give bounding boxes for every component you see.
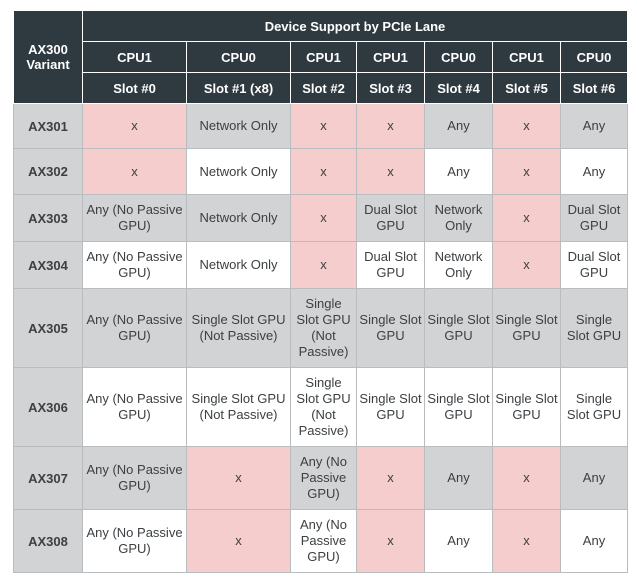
support-cell: Single Slot GPU (Not Passive): [290, 367, 357, 447]
cpu-header: CPU1: [492, 41, 561, 73]
table-row: AX303 Any (No Passive GPU) Network Only x Du…: [13, 194, 628, 242]
slot-header: Slot #5: [492, 72, 561, 104]
support-cell: Dual Slot GPU: [560, 194, 628, 242]
cpu-header: CPU1: [290, 41, 357, 73]
cpu-header-row: CPU1 CPU0 CPU1 CPU1 CPU0 CPU1 CPU0: [14, 41, 628, 73]
support-cell: Network Only: [186, 103, 291, 149]
cpu-header: CPU0: [424, 41, 493, 73]
support-cell: Single Slot GPU: [424, 367, 493, 447]
variant-label: AX304: [13, 241, 83, 289]
slot-header: Slot #3: [356, 72, 425, 104]
support-cell: x: [492, 148, 561, 195]
support-cell: x: [186, 446, 291, 510]
cpu-header: CPU0: [186, 41, 291, 73]
support-cell: Single Slot GPU (Not Passive): [186, 288, 291, 368]
variant-label: AX308: [13, 509, 83, 573]
table-row: AX307 Any (No Passive GPU) x Any (No Passiv…: [13, 446, 628, 510]
support-cell: Single Slot GPU: [492, 367, 561, 447]
support-cell: Any: [560, 446, 628, 510]
slot-header: Slot #6: [560, 72, 628, 104]
support-cell: Any (No Passive GPU): [82, 509, 187, 573]
cpu-header: CPU1: [356, 41, 425, 73]
support-cell: Any (No Passive GPU): [82, 446, 187, 510]
support-cell: Single Slot GPU: [356, 288, 425, 368]
support-cell: Single Slot GPU: [356, 367, 425, 447]
support-cell: x: [82, 103, 187, 149]
table-row: AX304 Any (No Passive GPU) Network Only x Du…: [13, 241, 628, 289]
slot-header: Slot #1 (x8): [186, 72, 291, 104]
support-cell: x: [290, 103, 357, 149]
support-cell: Any: [424, 509, 493, 573]
support-cell: x: [356, 446, 425, 510]
support-cell: Single Slot GPU: [560, 367, 628, 447]
support-cell: Network Only: [424, 194, 493, 242]
cpu-header: CPU0: [560, 41, 628, 73]
support-cell: Network Only: [424, 241, 493, 289]
table-row: AX305 Any (No Passive GPU) Single Slot GPU…: [13, 288, 628, 368]
support-cell: Single Slot GPU (Not Passive): [290, 288, 357, 368]
support-cell: Any: [424, 148, 493, 195]
support-cell: Any: [424, 446, 493, 510]
support-cell: x: [492, 509, 561, 573]
table-row: AX308 Any (No Passive GPU) x Any (No Passiv…: [13, 509, 628, 573]
table-row: AX302 x Network Only x x Any x Any: [13, 148, 628, 195]
support-cell: Network Only: [186, 148, 291, 195]
support-cell: Dual Slot GPU: [356, 194, 425, 242]
slot-header: Slot #0: [82, 72, 187, 104]
support-cell: x: [290, 241, 357, 289]
table-body: AX301 x Network Only x x Any x Any AX302 x Network…: [13, 103, 628, 573]
support-cell: Any (No Passive GPU): [82, 241, 187, 289]
support-cell: Any (No Passive GPU): [290, 446, 357, 510]
support-cell: x: [356, 509, 425, 573]
table-header: AX300 Variant Device Support by PCIe Lan…: [13, 10, 628, 104]
support-cell: Any (No Passive GPU): [82, 288, 187, 368]
support-cell: x: [290, 194, 357, 242]
support-cell: x: [82, 148, 187, 195]
support-cell: Single Slot GPU: [492, 288, 561, 368]
support-cell: Single Slot GPU: [560, 288, 628, 368]
corner-label: AX300 Variant: [13, 10, 83, 104]
table-row: AX306 Any (No Passive GPU) Single Slot GPU…: [13, 367, 628, 447]
support-cell: Single Slot GPU: [424, 288, 493, 368]
slot-header: Slot #4: [424, 72, 493, 104]
variant-label: AX301: [13, 103, 83, 149]
support-cell: x: [356, 103, 425, 149]
support-cell: x: [492, 446, 561, 510]
table-title: Device Support by PCIe Lane: [82, 10, 628, 42]
cpu-header: CPU1: [82, 41, 187, 73]
device-support-table: AX300 Variant Device Support by PCIe Lan…: [13, 10, 628, 573]
slot-header: Slot #2: [290, 72, 357, 104]
support-cell: Any: [560, 103, 628, 149]
support-cell: x: [492, 194, 561, 242]
variant-label: AX307: [13, 446, 83, 510]
support-cell: Network Only: [186, 241, 291, 289]
support-cell: Any (No Passive GPU): [82, 367, 187, 447]
support-cell: x: [356, 148, 425, 195]
support-cell: Dual Slot GPU: [356, 241, 425, 289]
support-cell: x: [492, 241, 561, 289]
support-cell: Any: [560, 509, 628, 573]
support-cell: Any (No Passive GPU): [82, 194, 187, 242]
support-cell: Network Only: [186, 194, 291, 242]
slot-header-row: Slot #0 Slot #1 (x8) Slot #2 Slot #3 Slot #4…: [14, 72, 628, 104]
variant-label: AX305: [13, 288, 83, 368]
support-cell: x: [186, 509, 291, 573]
support-cell: x: [492, 103, 561, 149]
support-cell: Single Slot GPU (Not Passive): [186, 367, 291, 447]
support-cell: Any: [560, 148, 628, 195]
variant-label: AX306: [13, 367, 83, 447]
support-cell: Any (No Passive GPU): [290, 509, 357, 573]
support-cell: Any: [424, 103, 493, 149]
variant-label: AX302: [13, 148, 83, 195]
table-row: AX301 x Network Only x x Any x Any: [13, 103, 628, 149]
variant-label: AX303: [13, 194, 83, 242]
support-cell: Dual Slot GPU: [560, 241, 628, 289]
support-cell: x: [290, 148, 357, 195]
